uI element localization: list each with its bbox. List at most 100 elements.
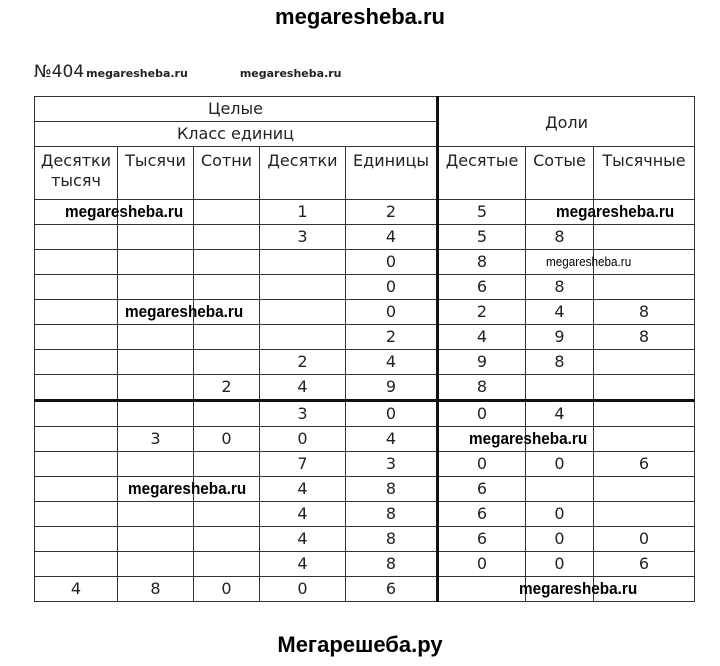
table-cell: megaresheba.ru bbox=[34, 199, 183, 225]
table-cell: 6 bbox=[344, 576, 440, 602]
table-cell: megaresheba.ru bbox=[437, 426, 587, 452]
table-cell bbox=[34, 349, 118, 375]
table-cell: 8 bbox=[437, 249, 527, 275]
cell-value: 2 bbox=[385, 202, 397, 221]
table-row: 7 3 0 0 6 bbox=[34, 451, 696, 477]
table-cell: 4 bbox=[259, 526, 346, 552]
table-cell: 0 bbox=[259, 576, 346, 602]
cell-value: 6 bbox=[476, 504, 488, 523]
watermark: megaresheba.ru bbox=[125, 302, 244, 321]
table-cell bbox=[259, 249, 346, 275]
table-cell bbox=[34, 501, 118, 527]
cell-value: 0 bbox=[221, 579, 232, 598]
table-cell bbox=[34, 451, 118, 477]
cell-value: 6 bbox=[385, 579, 397, 598]
cell-value: 8 bbox=[150, 579, 161, 598]
table-cell bbox=[34, 249, 118, 275]
table-cell bbox=[34, 324, 118, 350]
footer-title: Мегарешеба.ру bbox=[277, 632, 443, 657]
table-cell: 0 bbox=[437, 451, 527, 477]
cell-value: 6 bbox=[476, 277, 488, 296]
cell-value: 8 bbox=[476, 252, 488, 271]
cell-value: 0 bbox=[297, 579, 308, 598]
table-cell: 4 bbox=[344, 426, 440, 452]
cell-value: 0 bbox=[297, 429, 308, 448]
table-cell bbox=[193, 249, 260, 275]
cell-value: 0 bbox=[476, 554, 488, 573]
cell-value: 0 bbox=[476, 404, 488, 423]
table-cell bbox=[193, 526, 260, 552]
header-fraction: Доли bbox=[437, 96, 696, 147]
cell-value: 0 bbox=[554, 504, 565, 523]
table-row: 0 6 8 bbox=[34, 274, 696, 300]
table-cell: 8 bbox=[593, 299, 696, 325]
table-cell: 6 bbox=[593, 551, 696, 577]
cell-value: 2 bbox=[385, 327, 397, 346]
cell-value: 0 bbox=[385, 404, 397, 423]
table-cell: megaresheba.ru bbox=[34, 299, 243, 325]
cell-value: 6 bbox=[476, 529, 488, 548]
table-cell bbox=[34, 400, 118, 427]
cell-value: 9 bbox=[385, 377, 397, 396]
table-row: 0 8 megaresheba.ru bbox=[34, 249, 696, 275]
table-cell bbox=[117, 249, 194, 275]
table-cell bbox=[193, 501, 260, 527]
table-cell: 9 bbox=[525, 324, 595, 350]
watermark: megaresheba.ru bbox=[519, 579, 638, 598]
table-cell: 6 bbox=[593, 451, 696, 477]
column-header: Единицы bbox=[344, 146, 440, 200]
cell-value: 0 bbox=[476, 454, 488, 473]
cell-value: 6 bbox=[638, 454, 650, 473]
table-cell: 8 bbox=[525, 274, 595, 300]
cell-value: 8 bbox=[554, 277, 565, 296]
table-cell: 6 bbox=[437, 274, 527, 300]
table-cell: 3 bbox=[344, 451, 440, 477]
table-cell: 6 bbox=[437, 526, 527, 552]
table-cell: 2 bbox=[193, 374, 260, 402]
column-header: Десятки тысяч bbox=[34, 146, 118, 200]
table-row: megaresheba.ru 1 2 5 megaresheba.ru bbox=[34, 199, 696, 225]
table-cell: 0 bbox=[525, 501, 595, 527]
table-cell bbox=[117, 451, 194, 477]
table-row: 2 4 9 8 bbox=[34, 324, 696, 350]
table-cell bbox=[34, 476, 118, 502]
cell-value: 9 bbox=[476, 352, 488, 371]
cell-value: 9 bbox=[554, 327, 565, 346]
table-cell: 5 bbox=[437, 199, 527, 225]
table-cell: 0 bbox=[525, 551, 595, 577]
cell-value: 8 bbox=[476, 377, 488, 396]
table-cell bbox=[593, 349, 696, 375]
table-cell bbox=[193, 324, 260, 350]
table-cell bbox=[34, 224, 118, 250]
site-title: megaresheba.ru bbox=[275, 4, 445, 29]
table-cell: 7 bbox=[259, 451, 346, 477]
table-cell bbox=[193, 476, 260, 502]
table-cell: 2 bbox=[344, 324, 440, 350]
watermark: megaresheba.ru bbox=[556, 202, 675, 221]
table-cell: 8 bbox=[344, 526, 440, 552]
table-cell bbox=[593, 374, 696, 402]
table-cell bbox=[117, 224, 194, 250]
table-cell: 4 bbox=[437, 324, 527, 350]
table-cell: 2 bbox=[437, 299, 527, 325]
cell-value: 4 bbox=[297, 554, 308, 573]
cell-value: 2 bbox=[476, 302, 488, 321]
table-cell: 2 bbox=[259, 349, 346, 375]
table-cell: 4 bbox=[525, 400, 595, 427]
table-cell: 8 bbox=[117, 576, 194, 602]
table-cell bbox=[593, 501, 696, 527]
cell-value: 8 bbox=[554, 227, 565, 246]
table-cell: 8 bbox=[437, 374, 527, 402]
watermark: megaresheba.ru bbox=[128, 479, 247, 498]
table-cell bbox=[593, 576, 696, 602]
table-cell bbox=[193, 400, 260, 427]
column-header: Тысячные bbox=[593, 146, 696, 200]
table-cell bbox=[593, 426, 696, 452]
table-row: megaresheba.ru 4 8 6 bbox=[34, 476, 696, 502]
table-cell: megaresheba.ru bbox=[525, 199, 674, 225]
task-number: №404 megaresheba.ru megaresheba.ru bbox=[34, 62, 342, 82]
table-cell bbox=[259, 324, 346, 350]
table-cell bbox=[34, 526, 118, 552]
table-row: 3 4 5 8 bbox=[34, 224, 696, 250]
table-cell: 0 bbox=[593, 526, 696, 552]
